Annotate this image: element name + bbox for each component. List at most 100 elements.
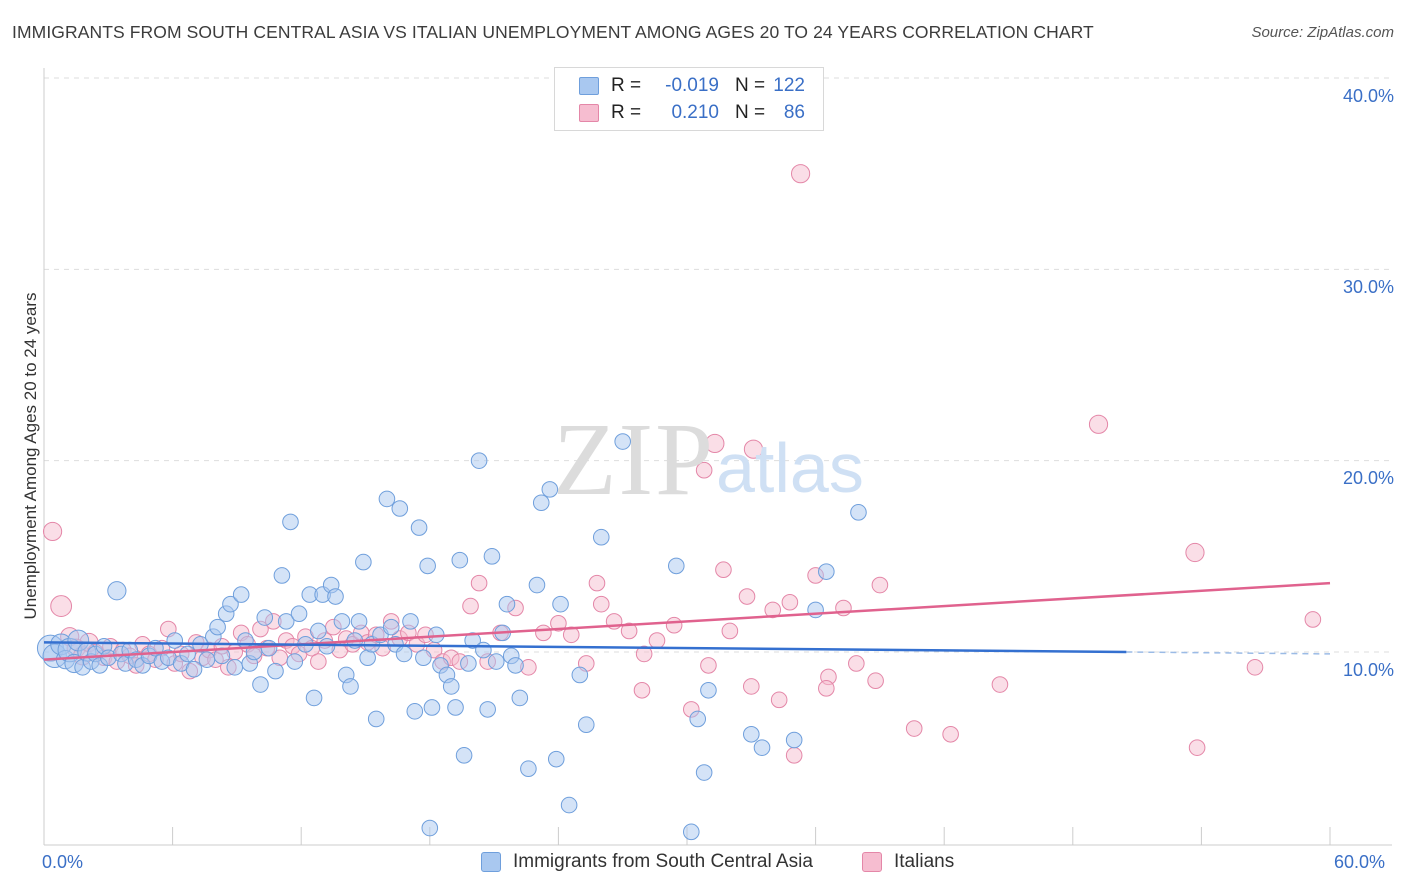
chart-source: Source: ZipAtlas.com — [1251, 24, 1394, 41]
south-central-asia-point — [818, 563, 835, 580]
italians-point — [738, 588, 756, 605]
italians-point — [635, 645, 653, 663]
south-central-asia-point — [402, 613, 419, 630]
south-central-asia-point — [442, 678, 460, 695]
y-axis-label: Unemployment Among Ages 20 to 24 years — [21, 292, 40, 620]
south-central-asia-point — [209, 618, 226, 636]
south-central-asia-point — [286, 653, 304, 670]
legend-item-south-central-asia: Immigrants from South Central Asia — [481, 851, 813, 873]
south-central-asia-point — [451, 551, 469, 569]
south-central-asia-point — [166, 632, 184, 649]
south-central-asia-point — [785, 731, 803, 749]
south-central-asia-point — [277, 613, 295, 630]
south-central-asia-point — [743, 725, 760, 743]
y-tick-label: 40.0% — [1342, 86, 1394, 106]
n-label: N = — [735, 75, 766, 96]
legend-label: Italians — [894, 851, 955, 872]
italians-point — [50, 595, 73, 617]
chart-title: IMMIGRANTS FROM SOUTH CENTRAL ASIA VS IT… — [12, 22, 1094, 42]
south-central-asia-point — [419, 557, 436, 575]
south-central-asia-point — [185, 660, 203, 678]
italians-point — [42, 521, 63, 542]
south-central-asia-point — [391, 500, 409, 517]
south-central-asia-point — [532, 494, 550, 512]
legend-item-italians: Italians — [862, 851, 954, 873]
italians-point — [867, 672, 884, 690]
italians-point — [588, 574, 606, 592]
south-central-asia-point — [541, 481, 559, 498]
italians-point — [648, 632, 666, 649]
south-central-asia-point — [511, 689, 529, 707]
south-central-asia-point — [470, 452, 488, 469]
italians-point — [695, 461, 713, 479]
south-central-asia-point — [395, 645, 413, 663]
italians-point — [785, 747, 803, 764]
italians-point — [1246, 659, 1264, 676]
south-central-asia-point — [460, 655, 477, 672]
south-central-asia-point — [700, 681, 717, 699]
south-central-asia-point — [560, 796, 578, 814]
south-central-asia-point — [333, 613, 351, 630]
south-central-asia-point — [305, 689, 323, 707]
south-central-asia-point — [367, 710, 385, 728]
south-central-asia-point — [807, 601, 824, 619]
south-central-asia-point — [378, 490, 396, 508]
south-central-asia-point — [350, 613, 368, 630]
legend-label: Immigrants from South Central Asia — [513, 851, 813, 872]
italians-point — [715, 561, 732, 579]
italians-point — [1088, 414, 1109, 434]
x-tick-label: 60.0% — [1334, 852, 1386, 872]
south-central-asia-point — [520, 760, 537, 778]
italians-trend-line — [43, 581, 1331, 661]
south-central-asia-point — [222, 595, 239, 613]
italians-point — [871, 576, 889, 594]
italians-point — [633, 681, 651, 699]
south-central-asia-point — [252, 676, 269, 693]
italians-point — [743, 678, 760, 695]
south-central-asia-point — [282, 513, 299, 531]
south-central-asia-point — [614, 433, 632, 450]
south-central-asia-point — [406, 703, 424, 720]
italians-point — [550, 615, 567, 632]
south-central-asia-point — [327, 588, 344, 605]
x-tick-label: 0.0% — [42, 852, 84, 872]
r-value: 0.210 — [671, 102, 719, 123]
italians-point — [700, 657, 717, 674]
italians-point — [705, 433, 725, 454]
italians-point — [721, 622, 739, 640]
italians-point — [1185, 542, 1205, 563]
italians-point — [592, 595, 610, 613]
italians-point — [562, 626, 580, 644]
pink-swatch — [579, 104, 599, 122]
italians-point — [790, 164, 811, 184]
south-central-asia-point — [267, 662, 284, 680]
south-central-asia-point — [355, 553, 372, 571]
south-central-asia-point — [753, 739, 771, 756]
n-value: 122 — [773, 75, 805, 96]
south-central-asia-point — [318, 637, 336, 655]
italians-point — [620, 622, 638, 640]
watermark-atlas: atlas — [716, 429, 864, 507]
italians-point — [1188, 739, 1206, 756]
legend-row-italians: R = 0.210 N = 86 — [579, 100, 805, 126]
south-central-asia-point — [464, 632, 481, 649]
series-legend: Immigrants from South Central Asia Itali… — [0, 851, 1406, 879]
italians-point — [462, 597, 479, 615]
south-central-asia-point — [577, 716, 595, 734]
south-central-asia-point — [455, 747, 473, 764]
south-central-asia-point — [487, 653, 505, 670]
italians-point — [781, 593, 799, 611]
south-central-asia-point — [592, 528, 610, 546]
south-central-asia-point — [547, 750, 565, 768]
south-central-asia-point — [475, 641, 492, 659]
south-central-asia-point — [198, 651, 216, 668]
south-central-asia-point — [447, 699, 464, 716]
italians-point — [991, 676, 1009, 693]
south-central-asia-point — [179, 645, 196, 663]
y-tick-label: 10.0% — [1342, 660, 1394, 680]
south-central-asia-point — [382, 618, 400, 636]
south-central-asia-point — [552, 595, 569, 613]
italians-point — [770, 691, 788, 709]
italians-point — [743, 439, 764, 459]
